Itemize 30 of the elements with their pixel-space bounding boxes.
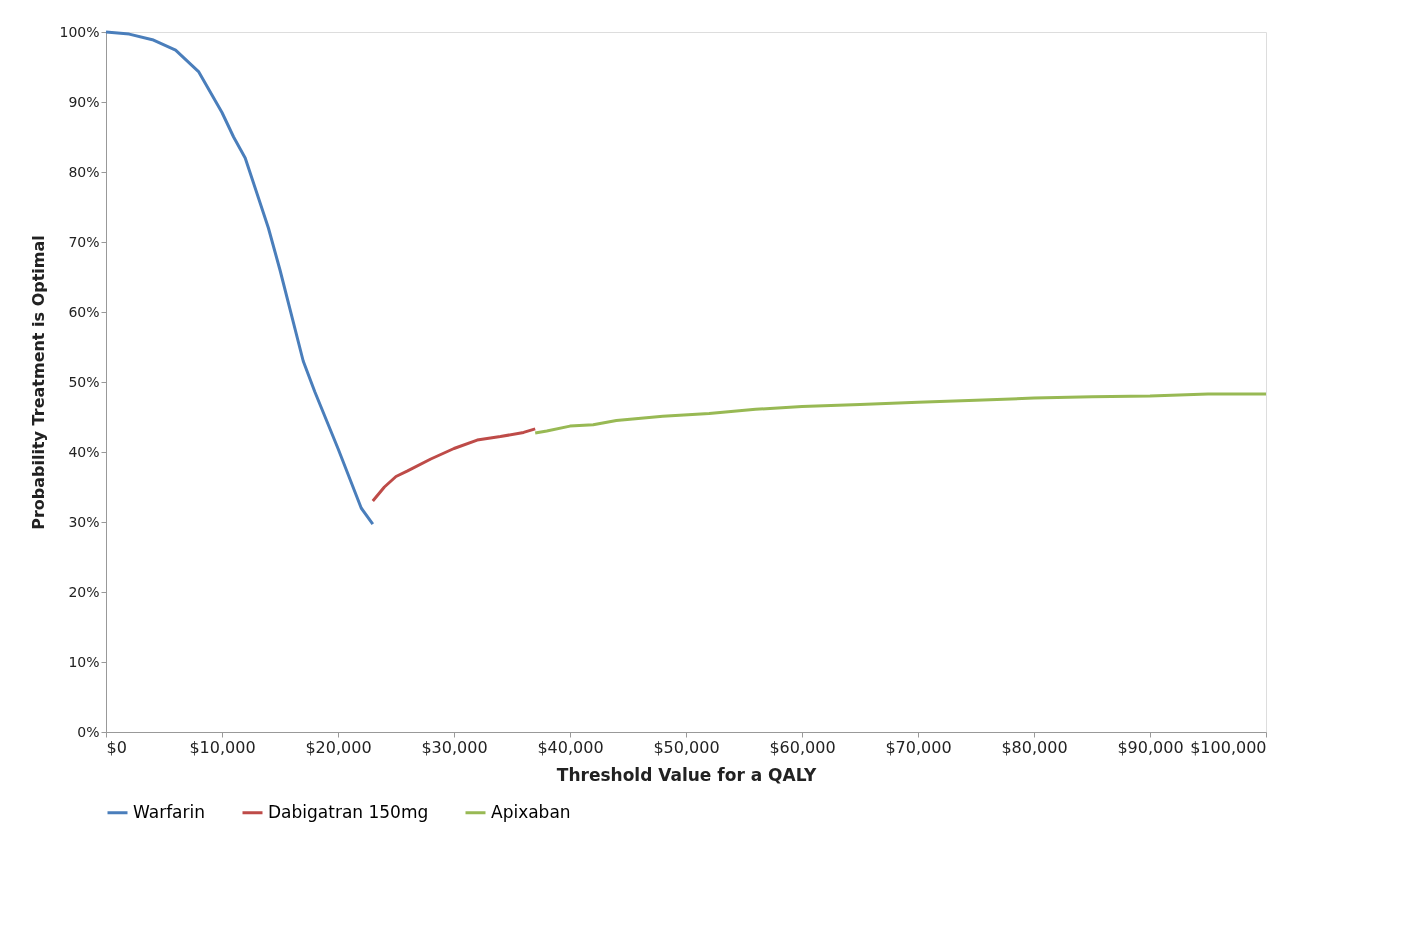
y-tick-label: 40% — [68, 443, 100, 460]
y-tick-label: 100% — [59, 23, 100, 40]
y-tick-label: 30% — [68, 513, 100, 530]
x-tick-label: $40,000 — [537, 737, 604, 757]
y-tick-label: 20% — [68, 583, 100, 600]
x-tick-label: $100,000 — [1190, 737, 1267, 757]
x-tick-label: $10,000 — [189, 737, 256, 757]
x-tick-label: $60,000 — [769, 737, 836, 757]
y-tick-label: 50% — [68, 373, 100, 390]
x-tick-label: $90,000 — [1117, 737, 1184, 757]
x-axis-title: Threshold Value for a QALY — [556, 764, 817, 785]
x-tick-label: $30,000 — [421, 737, 488, 757]
x-tick-label: $80,000 — [1001, 737, 1068, 757]
legend-label: Apixaban — [491, 801, 571, 822]
line-series — [104, 30, 375, 526]
x-tick-label: $50,000 — [653, 737, 720, 757]
y-tick-label: 70% — [68, 233, 100, 250]
y-tick-label: 80% — [68, 163, 100, 180]
y-tick-label: 10% — [68, 653, 100, 670]
legend-label: Warfarin — [133, 801, 206, 822]
x-tick-label: $0 — [106, 737, 127, 757]
y-tick-label: 60% — [68, 303, 100, 320]
y-tick-label: 90% — [68, 93, 100, 110]
line-series — [533, 392, 1268, 435]
legend-label: Dabigatran 150mg — [268, 801, 429, 822]
y-tick-label: 0% — [77, 723, 100, 740]
x-tick-label: $70,000 — [885, 737, 952, 757]
line-series — [371, 427, 537, 503]
y-axis-title: Probability Treatment is Optimal — [29, 235, 49, 530]
x-tick-label: $20,000 — [305, 737, 372, 757]
